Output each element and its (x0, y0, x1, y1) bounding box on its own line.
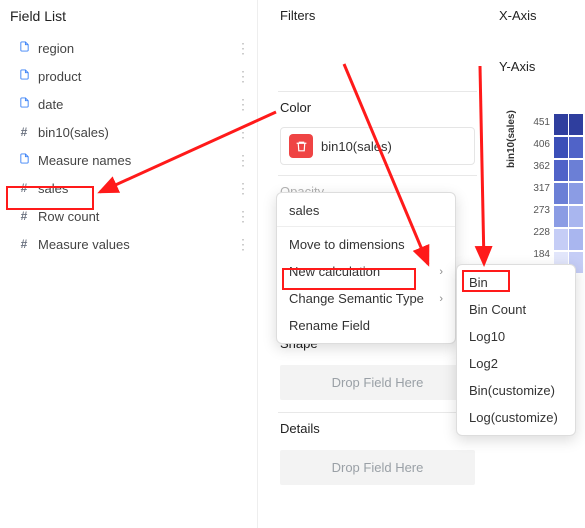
chevron-right-icon: › (439, 293, 443, 305)
heatmap-tick: 451 (528, 112, 550, 134)
dimension-icon (16, 40, 32, 56)
ctx-item-rename-field[interactable]: Rename Field (277, 312, 455, 339)
heatmap-tick: 184 (528, 244, 550, 266)
field-more-icon[interactable]: ⋮ (236, 180, 251, 197)
measure-icon: # (16, 125, 32, 139)
field-more-icon[interactable]: ⋮ (236, 208, 251, 225)
heatmap-cell (569, 183, 583, 204)
color-pill[interactable]: bin10(sales) (280, 127, 475, 165)
heatmap-cell (569, 137, 583, 158)
heatmap-cell (569, 229, 583, 250)
heatmap-cell (554, 114, 568, 135)
heatmap-cell (569, 206, 583, 227)
context-menu-header: sales (277, 197, 455, 227)
context-menu: sales Move to dimensions New calculation ›… (276, 192, 456, 344)
sub-item-log2[interactable]: Log2 (457, 350, 575, 377)
field-more-icon[interactable]: ⋮ (236, 152, 251, 169)
field-label: Measure values (38, 237, 236, 252)
details-title: Details (270, 413, 485, 444)
field-row-region[interactable]: region⋮ (0, 34, 257, 62)
field-label: product (38, 69, 236, 84)
heatmap-cell (554, 183, 568, 204)
axes-panel: X-Axis Y-Axis (495, 0, 585, 82)
field-row-date[interactable]: date⋮ (0, 90, 257, 118)
dimension-icon (16, 68, 32, 84)
heatmap-tick: 228 (528, 222, 550, 244)
field-list-title: Field List (0, 0, 257, 34)
ctx-item-new-calculation[interactable]: New calculation › (277, 258, 455, 285)
field-more-icon[interactable]: ⋮ (236, 68, 251, 85)
sub-item-bin[interactable]: Bin (457, 269, 575, 296)
field-more-icon[interactable]: ⋮ (236, 236, 251, 253)
x-axis-label: X-Axis (495, 0, 585, 31)
field-more-icon[interactable]: ⋮ (236, 40, 251, 57)
details-dropzone[interactable]: Drop Field Here (280, 450, 475, 485)
field-label: sales (38, 181, 236, 196)
field-row-sales[interactable]: # sales⋮ (0, 174, 257, 202)
field-label: region (38, 41, 236, 56)
sub-item-bin-customize-[interactable]: Bin(customize) (457, 377, 575, 404)
chevron-right-icon: › (439, 266, 443, 278)
heatmap-grid (554, 114, 583, 274)
heatmap-ylabel: bin10(sales) (506, 110, 517, 168)
heatmap-preview: bin10(sales) 451406362317273228184 (510, 108, 585, 268)
measure-icon: # (16, 237, 32, 251)
ctx-item-label: Rename Field (289, 318, 370, 333)
field-list-panel: Field List region⋮product⋮date⋮#bin10(sa… (0, 0, 258, 528)
sub-item-log-customize-[interactable]: Log(customize) (457, 404, 575, 431)
heatmap-tick: 273 (528, 200, 550, 222)
field-more-icon[interactable]: ⋮ (236, 96, 251, 113)
field-row-bin10-sales-[interactable]: # bin10(sales)⋮ (0, 118, 257, 146)
ctx-item-label: Change Semantic Type (289, 291, 424, 306)
y-axis-label: Y-Axis (495, 51, 585, 82)
dimension-icon (16, 152, 32, 168)
color-pill-label: bin10(sales) (321, 139, 392, 154)
ctx-item-change-semantic-type[interactable]: Change Semantic Type › (277, 285, 455, 312)
heatmap-tick: 317 (528, 178, 550, 200)
field-row-measure-values[interactable]: # Measure values⋮ (0, 230, 257, 258)
field-label: Row count (38, 209, 236, 224)
heatmap-cell (554, 206, 568, 227)
heatmap-tick: 406 (528, 134, 550, 156)
filters-title: Filters (270, 0, 485, 31)
field-label: Measure names (38, 153, 236, 168)
field-list-items: region⋮product⋮date⋮#bin10(sales)⋮Measur… (0, 34, 257, 258)
heatmap-ticks: 451406362317273228184 (528, 112, 550, 266)
ctx-item-label: Move to dimensions (289, 237, 405, 252)
heatmap-cell (554, 137, 568, 158)
sub-item-log10[interactable]: Log10 (457, 323, 575, 350)
ctx-item-label: New calculation (289, 264, 380, 279)
measure-icon: # (16, 209, 32, 223)
field-label: date (38, 97, 236, 112)
dimension-icon (16, 96, 32, 112)
shape-dropzone[interactable]: Drop Field Here (280, 365, 475, 400)
heatmap-cell (554, 160, 568, 181)
heatmap-tick: 362 (528, 156, 550, 178)
sub-item-bin-count[interactable]: Bin Count (457, 296, 575, 323)
ctx-item-move-to-dimensions[interactable]: Move to dimensions (277, 231, 455, 258)
heatmap-cell (554, 229, 568, 250)
field-row-row-count[interactable]: # Row count⋮ (0, 202, 257, 230)
field-more-icon[interactable]: ⋮ (236, 124, 251, 141)
trash-icon[interactable] (289, 134, 313, 158)
field-label: bin10(sales) (38, 125, 236, 140)
color-title: Color (270, 92, 485, 123)
measure-icon: # (16, 181, 32, 195)
field-row-product[interactable]: product⋮ (0, 62, 257, 90)
field-row-measure-names[interactable]: Measure names⋮ (0, 146, 257, 174)
heatmap-cell (569, 160, 583, 181)
heatmap-cell (569, 114, 583, 135)
submenu-new-calculation: BinBin CountLog10Log2Bin(customize)Log(c… (456, 264, 576, 436)
